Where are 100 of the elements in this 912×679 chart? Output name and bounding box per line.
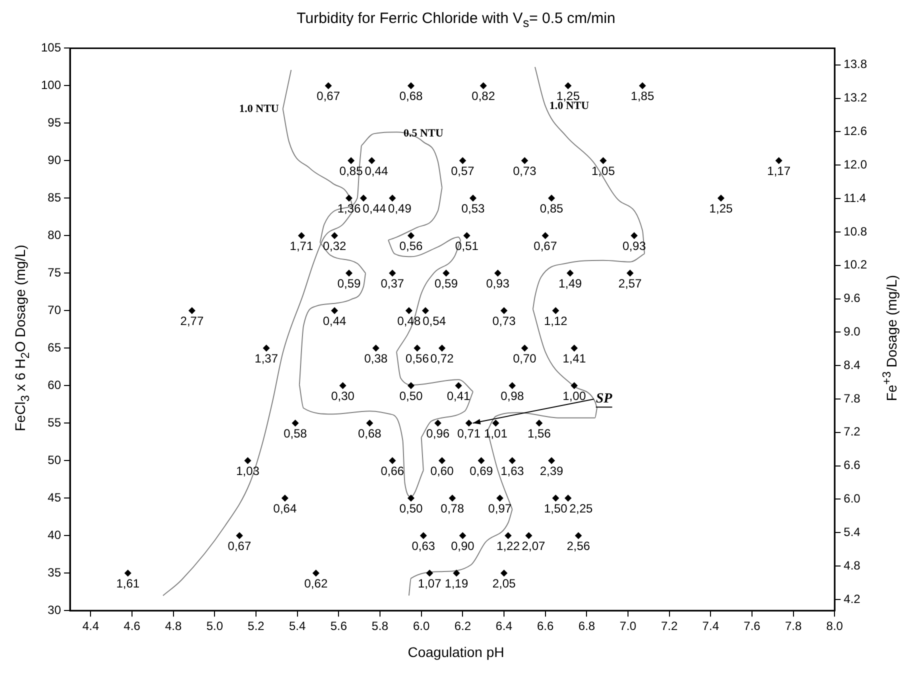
y2-tick-label: 10.2 xyxy=(844,258,868,272)
annotation: 0,67 xyxy=(534,238,558,253)
annotation: 0,57 xyxy=(450,164,475,178)
y2-tick-label: 11.4 xyxy=(844,190,866,205)
annotation: 0,49 xyxy=(388,201,412,216)
y-tick-label: 45 xyxy=(48,490,62,504)
y2-tick-label: 10.8 xyxy=(844,224,868,238)
annotation: 0,30 xyxy=(331,388,355,403)
annotation: 1,01 xyxy=(484,426,508,440)
y-tick-label: 100 xyxy=(40,78,62,92)
annotation: 0,63 xyxy=(412,538,436,553)
y2-tick-label: 13.2 xyxy=(844,90,868,105)
annotation: 0,73 xyxy=(492,314,516,328)
y-tick-label: 85 xyxy=(48,190,62,204)
y2-tick-label: 5.4 xyxy=(844,524,861,539)
x-tick-label: 6.4 xyxy=(496,619,513,634)
annotation: 2,56 xyxy=(566,538,590,553)
annotation: 0,64 xyxy=(273,501,297,516)
y-tick-label: 95 xyxy=(48,116,62,130)
x-tick-label: 6.6 xyxy=(536,619,554,634)
x-tick-label: 5.6 xyxy=(330,619,348,634)
chart-title: Turbidity for Ferric Chloride with V$_{s}$= 0.5 cm/min xyxy=(296,10,616,30)
annotation: 0,78 xyxy=(440,501,464,516)
annotation: 0,58 xyxy=(284,426,308,440)
x-tick-label: 5.4 xyxy=(289,619,306,634)
annotation: 0,71 xyxy=(457,426,481,440)
annotation: 0,37 xyxy=(380,276,404,290)
annotation: 1.0 NTU xyxy=(239,102,279,115)
annotation: 0,44 xyxy=(364,164,388,178)
annotation: 0,93 xyxy=(486,276,510,290)
annotation: 2,25 xyxy=(569,501,594,516)
x-tick-label: 5.2 xyxy=(248,619,265,634)
y2-tick-label: 8.4 xyxy=(844,358,861,372)
y-tick-label: 75 xyxy=(48,265,62,280)
x-tick-label: 6.2 xyxy=(454,619,472,634)
y-tick-label: 35 xyxy=(48,565,62,580)
annotation: 0,44 xyxy=(362,201,386,216)
annotation: 0,68 xyxy=(399,89,424,104)
y2-tick-label: 9.0 xyxy=(844,324,861,338)
x-tick-label: 4.6 xyxy=(124,619,141,634)
annotation: 0,50 xyxy=(399,388,424,403)
annotation: 1,00 xyxy=(562,388,586,403)
annotation: 0,69 xyxy=(470,464,494,478)
y-tick-label: 50 xyxy=(48,452,62,467)
annotation: 0,53 xyxy=(461,201,485,216)
y-tick-label: 105 xyxy=(40,40,62,55)
y2-tick-label: 13.8 xyxy=(844,57,868,72)
annotation: 1,25 xyxy=(709,201,733,216)
x-tick-label: 7.8 xyxy=(784,619,802,634)
annotation: 0,60 xyxy=(430,464,454,478)
y2-tick-label: 4.2 xyxy=(844,592,861,606)
annotation: 0,72 xyxy=(430,351,454,366)
y-tick-label: 60 xyxy=(48,378,62,392)
annotation: 0,73 xyxy=(512,164,537,178)
annotation: 0,67 xyxy=(228,538,252,553)
y-tick-label: 90 xyxy=(48,152,62,167)
y-tick-label: 55 xyxy=(48,415,62,430)
annotation: 0,66 xyxy=(380,464,404,478)
annotation: 0,98 xyxy=(500,388,524,403)
annotation: 2,77 xyxy=(180,314,204,328)
annotation: SP xyxy=(596,392,613,407)
annotation: 2,57 xyxy=(618,276,642,290)
annotation: 2,39 xyxy=(540,464,564,478)
annotation: 0,68 xyxy=(358,426,382,440)
annotation: 0,93 xyxy=(622,238,646,253)
annotation: 1,22 xyxy=(496,538,520,553)
x-tick-label: 8.0 xyxy=(826,619,844,634)
annotation: 0,56 xyxy=(399,238,424,253)
annotation: 0,54 xyxy=(422,314,446,328)
annotation: 0,48 xyxy=(397,314,421,328)
x-tick-label: 6.0 xyxy=(412,619,430,634)
y-tick-label: 65 xyxy=(48,340,62,354)
annotation: 1,63 xyxy=(500,464,524,478)
x-tick-label: 7.0 xyxy=(620,619,637,634)
annotation: 0.5 NTU xyxy=(404,127,444,140)
annotation: 1,49 xyxy=(558,276,582,290)
annotation: 0,70 xyxy=(512,351,537,366)
y2-tick-label: 12.0 xyxy=(844,157,868,172)
annotation: 1,12 xyxy=(544,314,568,328)
y2-tick-label: 6.6 xyxy=(844,458,861,472)
annotation: 1,56 xyxy=(527,426,552,440)
annotation: 1,03 xyxy=(236,464,260,478)
annotation: 0,62 xyxy=(304,576,328,590)
annotation: 2,07 xyxy=(522,538,546,553)
annotation: 1,36 xyxy=(337,201,362,216)
annotation: 1,71 xyxy=(290,238,314,253)
annotation: 1,85 xyxy=(630,89,654,104)
annotation: 0,56 xyxy=(406,351,430,366)
y2-tick-label: 4.8 xyxy=(844,558,861,572)
annotation: 1,19 xyxy=(444,576,468,590)
x-tick-label: 7.4 xyxy=(702,619,720,634)
x-axis-title: Coagulation pH xyxy=(406,644,506,660)
annotation: 0,85 xyxy=(339,164,364,178)
annotation: 1,07 xyxy=(418,576,442,590)
annotation: 0,67 xyxy=(316,89,340,104)
annotation: 0,96 xyxy=(426,426,450,440)
x-tick-label: 4.4 xyxy=(82,619,100,634)
annotation: 1,50 xyxy=(544,501,568,516)
annotation: 0,41 xyxy=(446,388,471,403)
annotation: 0,85 xyxy=(540,201,564,216)
